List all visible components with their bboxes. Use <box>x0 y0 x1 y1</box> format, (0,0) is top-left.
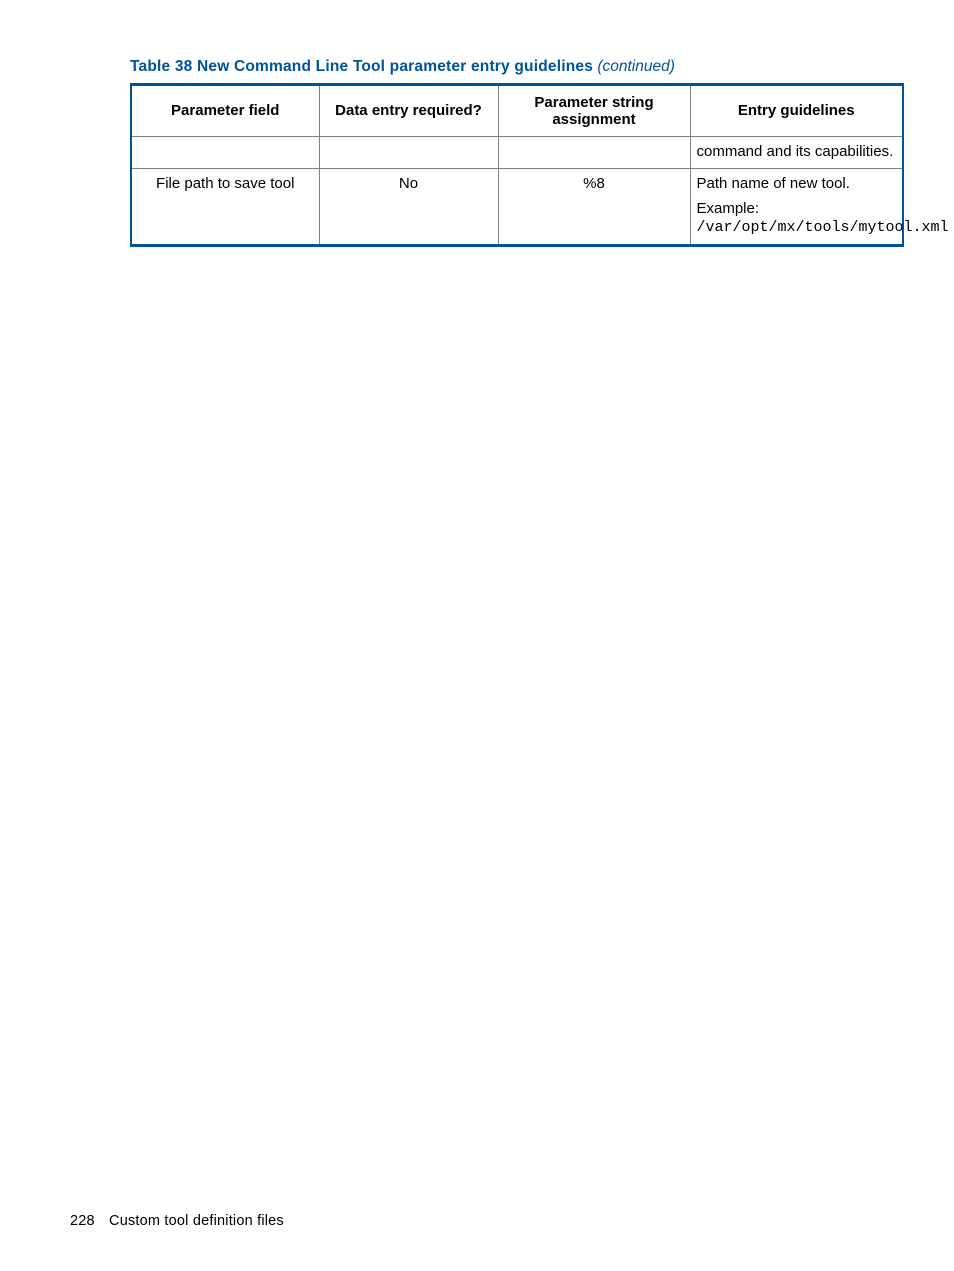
page-footer: 228 Custom tool definition files <box>70 1213 284 1229</box>
cell-entry-guidelines: command and its capabilities. <box>690 137 903 169</box>
col-header-parameter-field: Parameter field <box>131 84 319 137</box>
footer-section-title: Custom tool definition files <box>109 1213 284 1229</box>
table-header-row: Parameter field Data entry required? Par… <box>131 84 903 137</box>
col-header-data-entry-required: Data entry required? <box>319 84 498 137</box>
table-row: File path to save tool No %8 Path name o… <box>131 168 903 245</box>
entry-guidelines-example: Example: /var/opt/mx/tools/mytool.xml <box>697 200 897 239</box>
document-page: Table 38 New Command Line Tool parameter… <box>0 0 954 1271</box>
entry-guidelines-text: command and its capabilities. <box>697 143 897 162</box>
table-caption-title: Table 38 New Command Line Tool parameter… <box>130 58 593 75</box>
cell-data-entry-required <box>319 137 498 169</box>
table-container: Parameter field Data entry required? Par… <box>130 83 902 248</box>
page-number: 228 <box>70 1213 95 1229</box>
example-label: Example: <box>697 200 760 217</box>
cell-parameter-string-assignment <box>498 137 690 169</box>
col-header-parameter-string-assignment: Parameter string assignment <box>498 84 690 137</box>
example-code: /var/opt/mx/tools/mytool.xml <box>697 219 949 236</box>
cell-data-entry-required: No <box>319 168 498 245</box>
table-caption: Table 38 New Command Line Tool parameter… <box>130 58 954 77</box>
cell-entry-guidelines: Path name of new tool. Example: /var/opt… <box>690 168 903 245</box>
table-caption-continued: (continued) <box>597 58 675 75</box>
table-row: command and its capabilities. <box>131 137 903 169</box>
entry-guidelines-text: Path name of new tool. <box>697 175 897 194</box>
cell-parameter-field: File path to save tool <box>131 168 319 245</box>
parameter-guidelines-table: Parameter field Data entry required? Par… <box>130 83 904 248</box>
cell-parameter-string-assignment: %8 <box>498 168 690 245</box>
col-header-entry-guidelines: Entry guidelines <box>690 84 903 137</box>
cell-parameter-field <box>131 137 319 169</box>
